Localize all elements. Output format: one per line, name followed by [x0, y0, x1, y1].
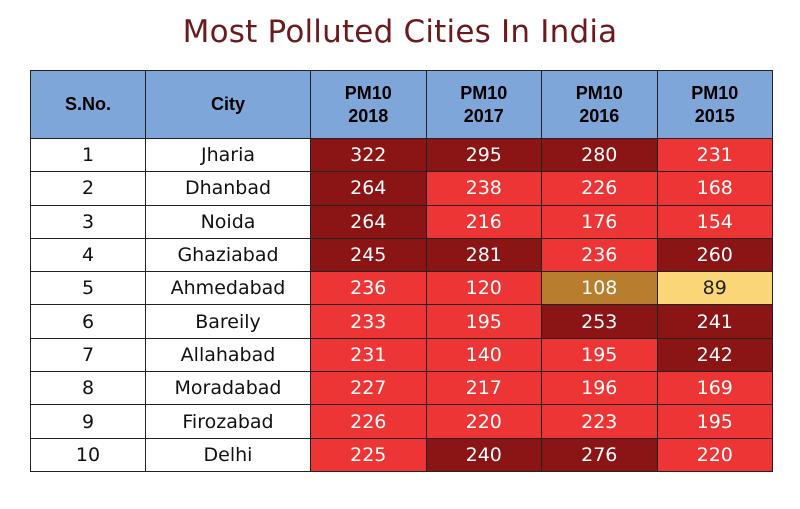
header-line1: PM10	[691, 82, 739, 103]
header-line2: 2016	[579, 105, 620, 126]
header-line2: 2018	[348, 105, 389, 126]
table-row: 10 Delhi 225 240 276 220	[30, 437, 773, 472]
cell-pm10-value: 231	[310, 337, 427, 373]
header-pm10-2017: PM10 2017	[425, 70, 542, 139]
cell-city: Delhi	[145, 437, 311, 472]
header-city: City	[145, 70, 311, 139]
header-pm10-2018: PM10 2018	[310, 70, 427, 139]
header-line2: 2017	[463, 105, 504, 126]
cell-pm10-value: 264	[310, 171, 427, 206]
cell-sno: 3	[30, 204, 146, 239]
pollution-table: S.No. City PM10 2018 PM10 2017 PM10 2016 PM…	[30, 70, 773, 472]
table-row: 9 Firozabad 226 220 223 195	[30, 404, 773, 439]
cell-pm10-value: 264	[310, 204, 427, 239]
cell-city: Noida	[145, 204, 311, 239]
cell-pm10-value: 245	[310, 237, 427, 273]
header-row: S.No. City PM10 2018 PM10 2017 PM10 2016 PM…	[30, 70, 773, 139]
cell-pm10-value: 176	[541, 204, 658, 239]
table-row: 7 Allahabad 231 140 195 242	[30, 337, 773, 373]
cell-sno: 1	[30, 137, 146, 173]
cell-pm10-value: 236	[541, 237, 658, 273]
cell-pm10-value: 89	[656, 271, 773, 306]
header-sno: S.No.	[30, 70, 146, 139]
cell-pm10-value: 260	[656, 237, 773, 273]
cell-pm10-value: 231	[656, 137, 773, 173]
cell-pm10-value: 220	[656, 437, 773, 472]
table-row: 3 Noida 264 216 176 154	[30, 204, 773, 239]
cell-city: Jharia	[145, 137, 311, 173]
cell-pm10-value: 196	[541, 371, 658, 406]
cell-pm10-value: 168	[656, 171, 773, 206]
cell-pm10-value: 242	[656, 337, 773, 373]
header-line2: 2015	[694, 105, 735, 126]
cell-pm10-value: 233	[310, 304, 427, 339]
cell-pm10-value: 120	[425, 271, 542, 306]
cell-sno: 10	[30, 437, 146, 472]
cell-sno: 2	[30, 171, 146, 206]
cell-pm10-value: 236	[310, 271, 427, 306]
cell-city: Allahabad	[145, 337, 311, 373]
header-line1: PM10	[575, 82, 623, 103]
cell-sno: 4	[30, 237, 146, 273]
cell-pm10-value: 220	[425, 404, 542, 439]
cell-pm10-value: 195	[541, 337, 658, 373]
cell-pm10-value: 226	[310, 404, 427, 439]
cell-sno: 6	[30, 304, 146, 339]
cell-pm10-value: 216	[425, 204, 542, 239]
header-pm10-2015: PM10 2015	[656, 70, 773, 139]
cell-pm10-value: 276	[541, 437, 658, 472]
header-line1: PM10	[460, 82, 508, 103]
cell-pm10-value: 195	[425, 304, 542, 339]
cell-pm10-value: 295	[425, 137, 542, 173]
cell-pm10-value: 240	[425, 437, 542, 472]
cell-pm10-value: 140	[425, 337, 542, 373]
cell-city: Moradabad	[145, 371, 311, 406]
table-row: 4 Ghaziabad 245 281 236 260	[30, 237, 773, 273]
cell-pm10-value: 322	[310, 137, 427, 173]
cell-city: Ghaziabad	[145, 237, 311, 273]
cell-pm10-value: 223	[541, 404, 658, 439]
cell-sno: 5	[30, 271, 146, 306]
cell-city: Dhanbad	[145, 171, 311, 206]
cell-pm10-value: 227	[310, 371, 427, 406]
chart-title: Most Polluted Cities In India	[182, 14, 618, 50]
cell-pm10-value: 241	[656, 304, 773, 339]
table-row: 1 Jharia 322 295 280 231	[30, 137, 773, 173]
cell-sno: 9	[30, 404, 146, 439]
cell-pm10-value: 217	[425, 371, 542, 406]
table-row: 8 Moradabad 227 217 196 169	[30, 371, 773, 406]
cell-pm10-value: 154	[656, 204, 773, 239]
cell-pm10-value: 195	[656, 404, 773, 439]
cell-city: Bareily	[145, 304, 311, 339]
cell-pm10-value: 280	[541, 137, 658, 173]
cell-pm10-value: 169	[656, 371, 773, 406]
header-line1: PM10	[344, 82, 392, 103]
table-body: 1 Jharia 322 295 280 231 2 Dhanbad 264 238 226 168 3…	[30, 137, 773, 472]
cell-sno: 7	[30, 337, 146, 373]
table-row: 2 Dhanbad 264 238 226 168	[30, 171, 773, 206]
table-row: 5 Ahmedabad 236 120 108 89	[30, 271, 773, 306]
cell-pm10-value: 238	[425, 171, 542, 206]
cell-pm10-value: 253	[541, 304, 658, 339]
header-pm10-2016: PM10 2016	[541, 70, 658, 139]
cell-sno: 8	[30, 371, 146, 406]
cell-pm10-value: 108	[541, 271, 658, 306]
cell-pm10-value: 226	[541, 171, 658, 206]
cell-pm10-value: 225	[310, 437, 427, 472]
cell-city: Ahmedabad	[145, 271, 311, 306]
cell-city: Firozabad	[145, 404, 311, 439]
cell-pm10-value: 281	[425, 237, 542, 273]
table-row: 6 Bareily 233 195 253 241	[30, 304, 773, 339]
